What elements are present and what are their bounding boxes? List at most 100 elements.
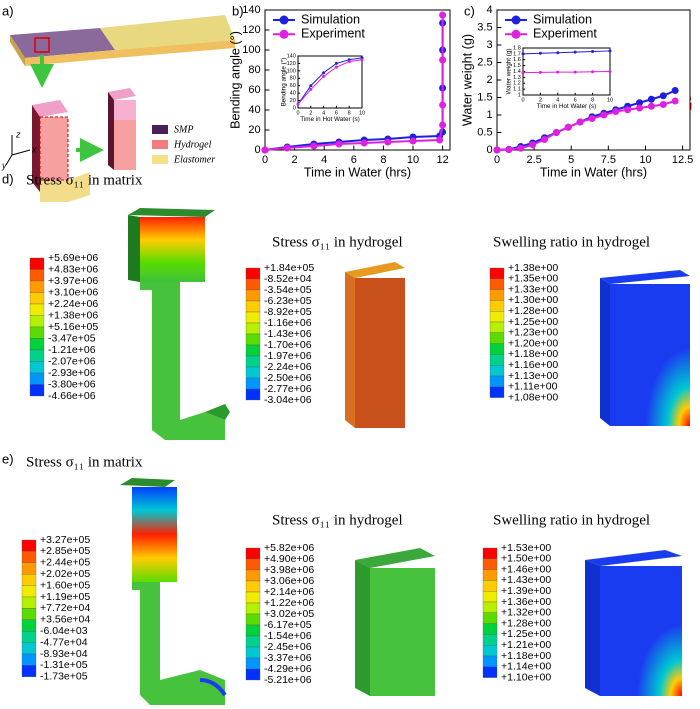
data-point: [671, 97, 679, 105]
y-tick-label: 40: [248, 104, 260, 116]
colorbar-label: +3.02e+05: [264, 608, 314, 620]
data-point: [360, 58, 364, 62]
x-axis-label: Time in Water (hrs): [304, 165, 411, 179]
colorbar-swatch: [245, 547, 261, 560]
data-point: [409, 137, 417, 145]
colorbar-swatch: [29, 372, 45, 385]
legend-marker: [279, 15, 289, 25]
colorbar-swatch: [482, 591, 498, 603]
data-point: [439, 56, 447, 64]
x-tick-label: 7.5: [601, 154, 616, 166]
panel-label: a): [2, 3, 14, 18]
data-point: [591, 70, 595, 74]
colorbar-swatch: [245, 624, 261, 637]
colorbar-label: +1.21e+00: [501, 639, 551, 651]
panel-title: Stress σ₁₁ in matrix: [26, 172, 143, 188]
data-point: [552, 129, 560, 136]
colorbar-swatch: [29, 303, 45, 316]
colorbar-swatch: [21, 539, 37, 552]
colorbar-label: -3.80e+06: [48, 378, 96, 390]
x-tick-label: 4: [322, 110, 325, 116]
colorbar-label: +1.38e+00: [508, 262, 558, 274]
data-point: [439, 101, 447, 109]
y-tick-label: 2: [486, 74, 492, 86]
colorbar-swatch: [489, 267, 505, 279]
colorbar-swatch: [29, 326, 45, 339]
x-tick-label: 0: [262, 154, 268, 166]
colorbar-swatch: [29, 384, 45, 397]
y-axis-label: Bending angle (°): [229, 31, 243, 129]
colorbar-swatch: [245, 278, 261, 291]
data-point: [521, 52, 525, 56]
x-tick-label: 10: [407, 154, 419, 166]
data-point: [573, 50, 577, 54]
colorbar-label: -1.43e+06: [264, 328, 312, 340]
colorbar-label: -3.54e+05: [264, 284, 312, 296]
data-point: [659, 101, 667, 108]
data-point: [564, 123, 572, 131]
panel-label: e): [2, 451, 14, 466]
panel-title: Stress σ₁₁ in hydrogel: [272, 512, 403, 528]
series-line: [264, 15, 444, 151]
colorbar-label: +4.90e+06: [264, 553, 314, 565]
x-tick-label: 8: [348, 110, 351, 116]
y-tick-label: 100: [287, 68, 296, 74]
legend-label: Experiment: [301, 27, 365, 41]
x-tick-label: 6: [335, 110, 338, 116]
colorbar-label: +1.16e+00: [508, 359, 558, 371]
series-line: [522, 50, 611, 55]
y-tick-label: 0: [293, 105, 296, 111]
colorbar-swatch: [245, 366, 261, 379]
colorbar-swatch: [29, 315, 45, 328]
colorbar-label: -1.54e+06: [264, 630, 312, 642]
colorbar-label: -2.07e+06: [48, 355, 96, 367]
colorbar-label: +5.82e+06: [264, 542, 314, 554]
y-tick-label: 1.5: [477, 91, 492, 103]
data-point: [517, 144, 525, 152]
colorbar-swatch: [245, 388, 261, 401]
series-line: [297, 59, 363, 105]
colorbar-swatch: [482, 612, 498, 624]
x-tick-label: 6: [351, 154, 357, 166]
colorbar-label: +3.27e+05: [40, 534, 90, 546]
colorbar-swatch: [245, 569, 261, 582]
colorbar-label: -3.04e+06: [264, 394, 312, 406]
colorbar-swatch: [29, 361, 45, 374]
colorbar-swatch: [29, 280, 45, 293]
colorbar-label: -6.04e+03: [40, 625, 88, 637]
data-point: [529, 141, 537, 149]
data-point: [283, 144, 291, 152]
colorbar-swatch: [482, 558, 498, 570]
fem-model: [120, 478, 682, 705]
data-point: [296, 102, 300, 106]
data-point: [556, 70, 560, 74]
panel-title: Stress σ₁₁ in matrix: [26, 454, 143, 470]
colorbar-label: +1.28e+00: [501, 617, 551, 629]
colorbar-label: +4.83e+06: [48, 263, 98, 275]
colorbar-label: +2.24e+06: [48, 298, 98, 310]
data-point: [309, 84, 313, 88]
data-point: [647, 95, 655, 103]
data-point: [439, 121, 447, 129]
data-point: [636, 99, 644, 107]
colorbar-label: -5.21e+06: [264, 674, 312, 686]
colorbar-swatch: [245, 355, 261, 368]
data-point: [493, 146, 501, 154]
colorbar-swatch: [245, 300, 261, 313]
legend-label: Simulation: [301, 12, 360, 26]
colorbar-swatch: [21, 608, 37, 620]
colorbar-label: +1.25e+00: [501, 628, 551, 640]
colorbar-swatch: [21, 574, 37, 586]
colorbar-swatch: [21, 596, 37, 609]
y-tick-label: 20: [290, 98, 296, 104]
data-point: [591, 50, 595, 54]
y-tick-label: 1.5: [513, 63, 521, 69]
data-point: [334, 61, 338, 65]
y-tick-label: 40: [290, 91, 296, 97]
y-axis-label: Water weight (g): [461, 34, 475, 126]
legend-marker: [279, 29, 289, 39]
colorbar-label: -4.29e+06: [264, 663, 312, 675]
colorbar-swatch: [245, 635, 261, 648]
x-axis-label: Time in Hot Water (s): [300, 116, 360, 123]
colorbar-swatch: [29, 338, 45, 351]
